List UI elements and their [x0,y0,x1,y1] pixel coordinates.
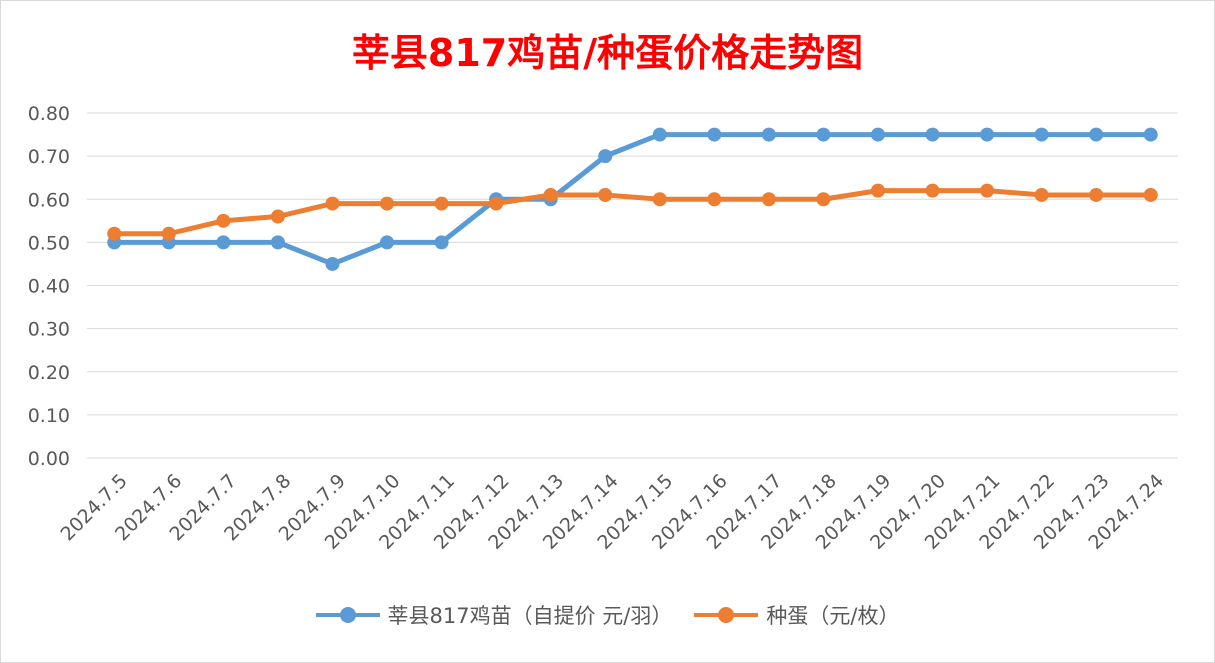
data-point [216,213,231,228]
data-point [325,196,340,211]
data-point [652,192,667,207]
data-point [107,226,122,241]
data-point [489,196,504,211]
legend-item-chicks: 莘县817鸡苗（自提价 元/羽） [315,600,673,630]
data-point [270,235,285,250]
data-point [543,187,558,202]
legend-marker-eggs [694,605,759,625]
data-point [1143,127,1158,142]
legend-label-eggs: 种蛋（元/枚） [766,604,900,628]
data-point [925,183,940,198]
data-point [761,192,776,207]
y-tick-label: 0.80 [28,103,70,125]
data-point [270,209,285,224]
data-point [816,127,831,142]
y-tick-label: 0.70 [28,146,70,168]
data-point [652,127,667,142]
data-point [1089,127,1104,142]
data-point [434,196,449,211]
data-point [1089,187,1104,202]
data-point [816,192,831,207]
data-point [707,127,722,142]
data-point [980,127,995,142]
y-tick-label: 0.00 [28,448,70,470]
data-point [380,235,395,250]
legend-marker-chicks [315,605,380,625]
series-line [111,132,1154,267]
chart-title: 莘县817鸡苗/种蛋价格走势图 [351,31,864,75]
data-point [1034,187,1049,202]
legend: 莘县817鸡苗（自提价 元/羽） 种蛋（元/枚） [0,600,1215,630]
y-tick-label: 0.40 [28,276,70,298]
data-point [598,187,613,202]
data-point [980,183,995,198]
data-point [1143,187,1158,202]
data-point [761,127,776,142]
data-point [434,235,449,250]
data-point [325,256,340,271]
legend-item-eggs: 种蛋（元/枚） [694,600,899,630]
data-point [216,235,231,250]
y-tick-label: 0.10 [28,405,70,427]
data-point [380,196,395,211]
data-point [870,127,885,142]
y-tick-label: 0.60 [28,189,70,211]
y-tick-label: 0.30 [28,319,70,341]
y-tick-label: 0.20 [28,362,70,384]
data-point [925,127,940,142]
data-point [161,226,176,241]
data-point [870,183,885,198]
legend-label-chicks: 莘县817鸡苗（自提价 元/羽） [387,604,673,628]
y-tick-label: 0.50 [28,232,70,254]
data-point [707,192,722,207]
data-point [1034,127,1049,142]
data-point [598,149,613,164]
series-line [111,188,1154,237]
